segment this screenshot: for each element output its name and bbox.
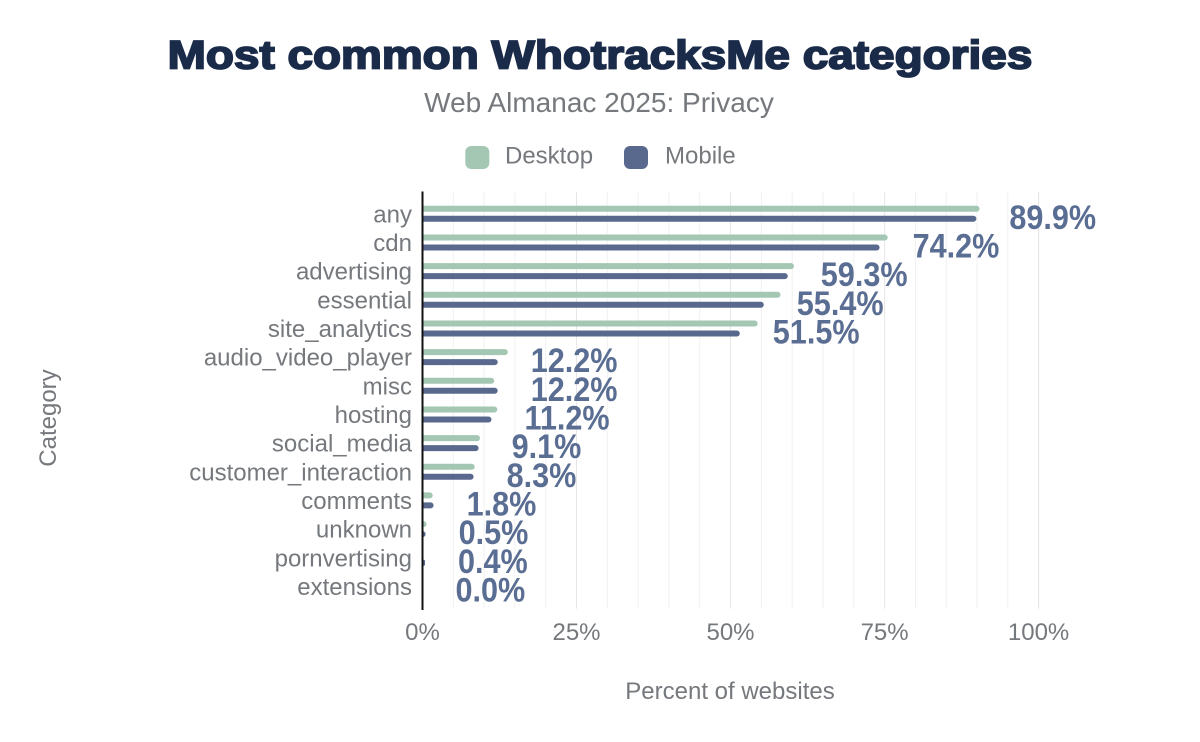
svg-text:unknown: unknown bbox=[316, 517, 412, 544]
svg-text:55.4%: 55.4% bbox=[797, 284, 884, 322]
svg-text:12.2%: 12.2% bbox=[531, 342, 618, 380]
svg-text:audio_video_player: audio_video_player bbox=[204, 345, 412, 372]
svg-text:89.9%: 89.9% bbox=[1009, 198, 1096, 236]
svg-text:hosting: hosting bbox=[335, 402, 412, 429]
svg-text:advertising: advertising bbox=[296, 259, 412, 286]
svg-text:0.4%: 0.4% bbox=[458, 542, 528, 580]
svg-text:pornvertising: pornvertising bbox=[275, 545, 412, 572]
svg-text:extensions: extensions bbox=[297, 574, 412, 601]
svg-text:75%: 75% bbox=[861, 619, 909, 646]
svg-text:12.2%: 12.2% bbox=[531, 370, 618, 408]
svg-text:51.5%: 51.5% bbox=[773, 313, 860, 351]
svg-text:Percent of websites: Percent of websites bbox=[625, 678, 834, 705]
svg-text:Category: Category bbox=[35, 369, 62, 466]
svg-text:comments: comments bbox=[301, 488, 412, 515]
svg-text:50%: 50% bbox=[706, 619, 754, 646]
svg-text:8.3%: 8.3% bbox=[507, 456, 577, 494]
svg-text:0.0%: 0.0% bbox=[456, 571, 526, 609]
svg-text:0%: 0% bbox=[405, 619, 440, 646]
svg-text:25%: 25% bbox=[552, 619, 600, 646]
svg-text:0.5%: 0.5% bbox=[459, 514, 529, 552]
svg-text:9.1%: 9.1% bbox=[512, 428, 582, 466]
svg-text:any: any bbox=[373, 201, 412, 228]
svg-text:social_media: social_media bbox=[272, 431, 413, 458]
svg-text:site_analytics: site_analytics bbox=[268, 316, 412, 343]
svg-text:Most common WhotracksMe catego: Most common WhotracksMe categories bbox=[168, 33, 1033, 78]
svg-text:cdn: cdn bbox=[373, 230, 412, 257]
svg-text:Mobile: Mobile bbox=[665, 143, 736, 170]
svg-text:100%: 100% bbox=[1008, 619, 1069, 646]
svg-text:Desktop: Desktop bbox=[505, 143, 593, 170]
svg-text:customer_interaction: customer_interaction bbox=[189, 459, 412, 486]
svg-text:1.8%: 1.8% bbox=[467, 485, 537, 523]
svg-text:misc: misc bbox=[363, 373, 412, 400]
svg-text:11.2%: 11.2% bbox=[525, 399, 610, 437]
svg-text:Web Almanac 2025: Privacy: Web Almanac 2025: Privacy bbox=[424, 87, 774, 118]
svg-text:74.2%: 74.2% bbox=[913, 227, 1000, 265]
svg-text:essential: essential bbox=[317, 287, 412, 314]
svg-text:59.3%: 59.3% bbox=[821, 256, 908, 294]
